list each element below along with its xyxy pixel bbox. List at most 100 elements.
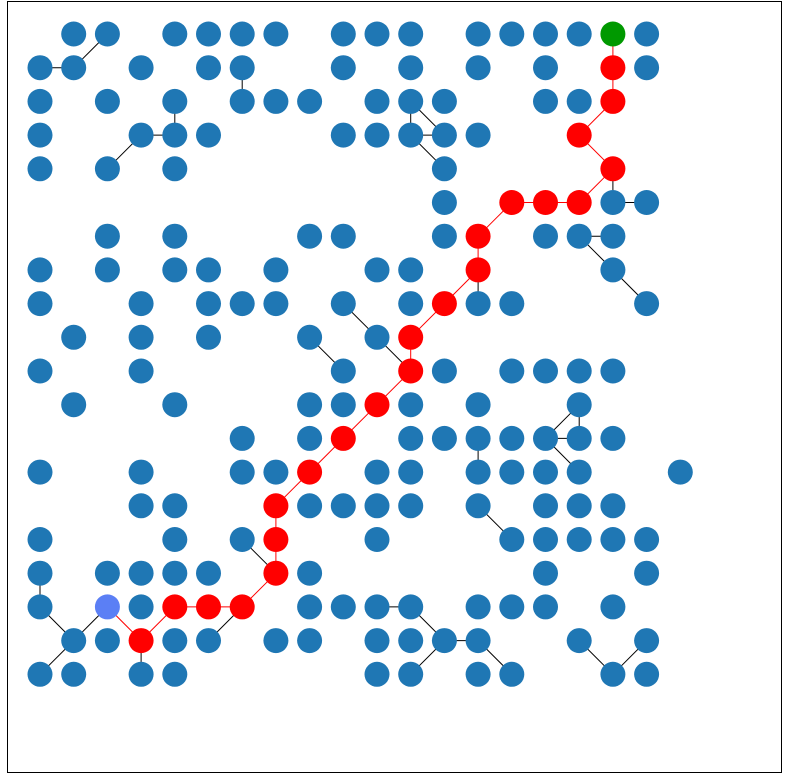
path-node xyxy=(162,594,188,620)
graph-node xyxy=(499,21,525,47)
graph-node xyxy=(533,88,558,114)
graph-node xyxy=(398,257,424,283)
graph-node xyxy=(27,257,53,283)
graph-node xyxy=(465,459,491,485)
graph-node xyxy=(61,21,87,47)
graph-node xyxy=(566,358,592,384)
graph-node xyxy=(398,291,424,317)
graph-node xyxy=(128,493,154,519)
graph-node xyxy=(465,55,491,81)
graph-node xyxy=(566,425,592,451)
graph-node xyxy=(263,628,289,654)
graph-node xyxy=(27,88,53,114)
graph-node xyxy=(297,594,323,620)
graph-node xyxy=(162,493,188,519)
graph-node xyxy=(297,493,323,519)
graph-node xyxy=(94,257,120,283)
graph-node xyxy=(162,257,188,283)
path-node xyxy=(533,190,558,215)
graph-node xyxy=(533,493,558,519)
graph-node xyxy=(600,493,626,519)
graph-node xyxy=(600,190,626,215)
graph-node xyxy=(27,661,53,687)
graph-node xyxy=(128,291,154,317)
graph-node xyxy=(533,21,558,47)
graph-node xyxy=(162,560,188,586)
graph-node xyxy=(162,628,188,654)
graph-node xyxy=(196,324,221,350)
graph-node xyxy=(61,324,87,350)
graph-node xyxy=(398,122,424,148)
graph-node xyxy=(94,88,120,114)
path-node xyxy=(364,392,390,418)
graph-node xyxy=(229,425,255,451)
graph-node xyxy=(263,21,289,47)
graph-node xyxy=(566,21,592,47)
graph-node xyxy=(364,324,390,350)
graph-node xyxy=(330,223,356,249)
graph-node xyxy=(263,257,289,283)
graph-node xyxy=(364,21,390,47)
graph-node xyxy=(600,425,626,451)
graph-node xyxy=(465,291,491,317)
graph-node xyxy=(196,291,221,317)
graph-node xyxy=(94,628,120,654)
graph-node xyxy=(499,527,525,552)
graph-node xyxy=(330,21,356,47)
graph-node xyxy=(330,594,356,620)
graph-node xyxy=(128,122,154,148)
graph-node xyxy=(398,88,424,114)
graph-node xyxy=(263,291,289,317)
graph-node xyxy=(330,122,356,148)
graph-node xyxy=(27,527,53,552)
graph-node xyxy=(27,55,53,81)
graph-node xyxy=(229,21,255,47)
graph-node xyxy=(634,628,660,654)
graph-node xyxy=(128,55,154,81)
graph-node xyxy=(634,21,660,47)
graph-node xyxy=(364,257,390,283)
graph-node xyxy=(162,661,188,687)
graph-node xyxy=(465,628,491,654)
graph-node xyxy=(431,223,457,249)
graph-node xyxy=(533,358,558,384)
graph-node xyxy=(61,55,87,81)
graph-node xyxy=(263,88,289,114)
graph-node xyxy=(364,661,390,687)
graph-node xyxy=(196,628,221,654)
graph-node xyxy=(600,527,626,552)
path-node xyxy=(465,257,491,283)
graph-node xyxy=(162,156,188,182)
graph-node xyxy=(499,661,525,687)
graph-node xyxy=(364,493,390,519)
graph-node xyxy=(196,257,221,283)
graph-node xyxy=(533,459,558,485)
graph-node xyxy=(229,459,255,485)
graph-node xyxy=(162,223,188,249)
graph-node xyxy=(27,122,53,148)
graph-node xyxy=(431,628,457,654)
graph-node xyxy=(499,594,525,620)
path-node xyxy=(330,425,356,451)
graph-node xyxy=(398,21,424,47)
graph-node xyxy=(431,358,457,384)
graph-node xyxy=(600,594,626,620)
path-node xyxy=(600,156,626,182)
graph-node xyxy=(533,223,558,249)
path-node xyxy=(600,55,626,81)
graph-node xyxy=(229,88,255,114)
graph-node xyxy=(398,459,424,485)
graph-node xyxy=(566,527,592,552)
graph-node xyxy=(297,324,323,350)
goal-node xyxy=(600,21,626,47)
graph-node xyxy=(330,392,356,418)
graph-node xyxy=(600,358,626,384)
graph-node xyxy=(162,122,188,148)
graph-node xyxy=(297,560,323,586)
graph-node xyxy=(196,560,221,586)
graph-node xyxy=(465,594,491,620)
graph-node xyxy=(330,358,356,384)
graph-node xyxy=(330,291,356,317)
graph-node xyxy=(364,527,390,552)
graph-node xyxy=(196,21,221,47)
